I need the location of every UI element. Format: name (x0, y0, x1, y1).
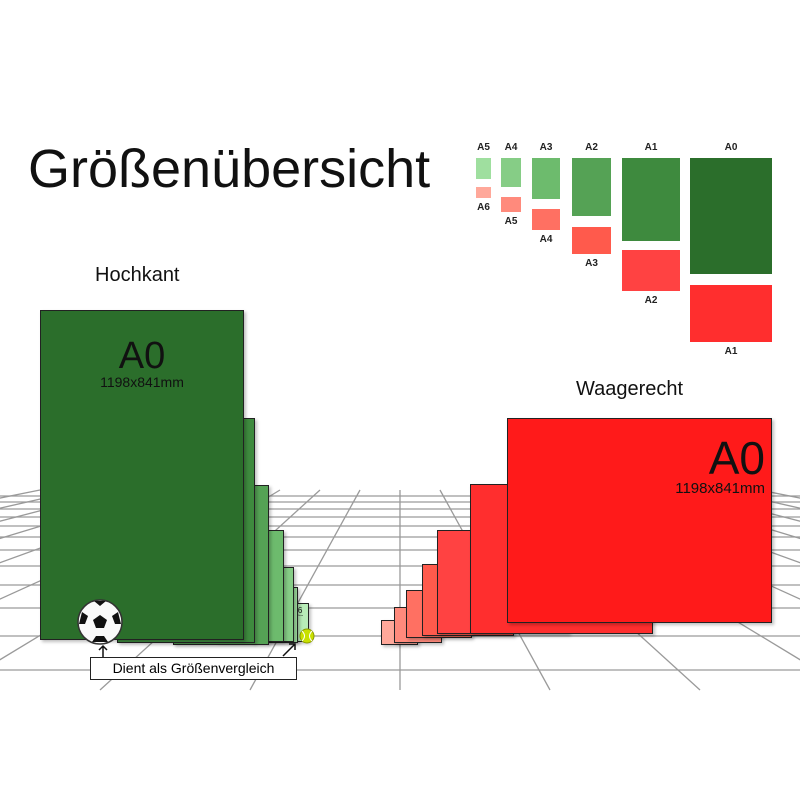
arrow-icon (282, 643, 296, 657)
size-comparison-label: Dient als Größenvergleich (90, 657, 297, 680)
legend-landscape-box (532, 209, 560, 230)
legend-landscape-box (572, 227, 611, 254)
landscape-a0-sheet: A0 1198x841mm (507, 418, 772, 623)
legend-portrait-box (572, 158, 611, 216)
legend-landscape-box (501, 197, 521, 212)
legend-portrait-box (690, 158, 772, 274)
legend-label: A1 (644, 142, 658, 153)
legend-portrait-box (622, 158, 680, 241)
legend-label: A5 (477, 142, 490, 153)
tennis-ball-icon (299, 628, 315, 644)
legend-landscape-box (622, 250, 680, 291)
size-dimensions: 1198x841mm (100, 374, 184, 391)
legend-label: A3 (585, 258, 598, 269)
size-name: A0 (118, 335, 166, 378)
legend-portrait-box (532, 158, 560, 199)
size-name: A0 (708, 432, 765, 485)
arrow-icon (98, 644, 108, 657)
legend-label: A5 (504, 216, 518, 227)
legend-label: A1 (724, 346, 738, 357)
legend-landscape-box (476, 187, 491, 198)
page-title: Größenübersicht (28, 139, 431, 199)
grid-line (249, 489, 361, 691)
legend-portrait-box (501, 158, 521, 187)
legend-portrait-box (476, 158, 491, 179)
landscape-heading: Waagerecht (576, 378, 684, 400)
soccer-ball-icon (77, 599, 123, 645)
legend-label: A2 (644, 295, 658, 306)
legend-label: A6 (477, 202, 490, 213)
portrait-heading: Hochkant (95, 264, 180, 286)
legend-label: A2 (585, 142, 598, 153)
legend-label: A4 (539, 234, 553, 245)
size-dimensions: 1198x841mm (675, 480, 765, 498)
legend-label: A3 (539, 142, 553, 153)
legend-landscape-box (690, 285, 772, 342)
portrait-a0-sheet: A0 1198x841mm (40, 310, 244, 640)
legend-label: A0 (724, 142, 738, 153)
legend-label: A4 (504, 142, 518, 153)
